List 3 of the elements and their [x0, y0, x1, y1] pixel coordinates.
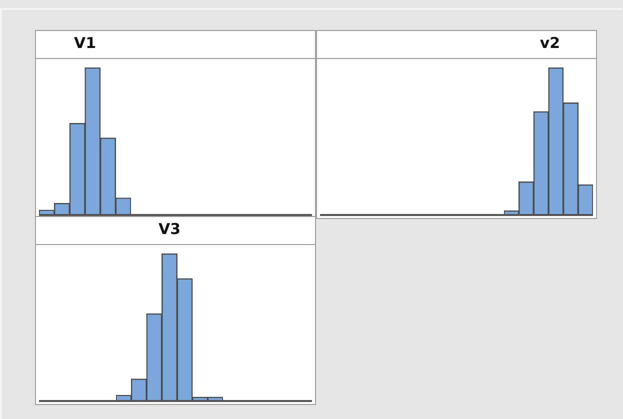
chart-title: V3 — [158, 220, 181, 238]
chart-title: v2 — [540, 34, 560, 52]
chart-title: V1 — [74, 34, 96, 52]
